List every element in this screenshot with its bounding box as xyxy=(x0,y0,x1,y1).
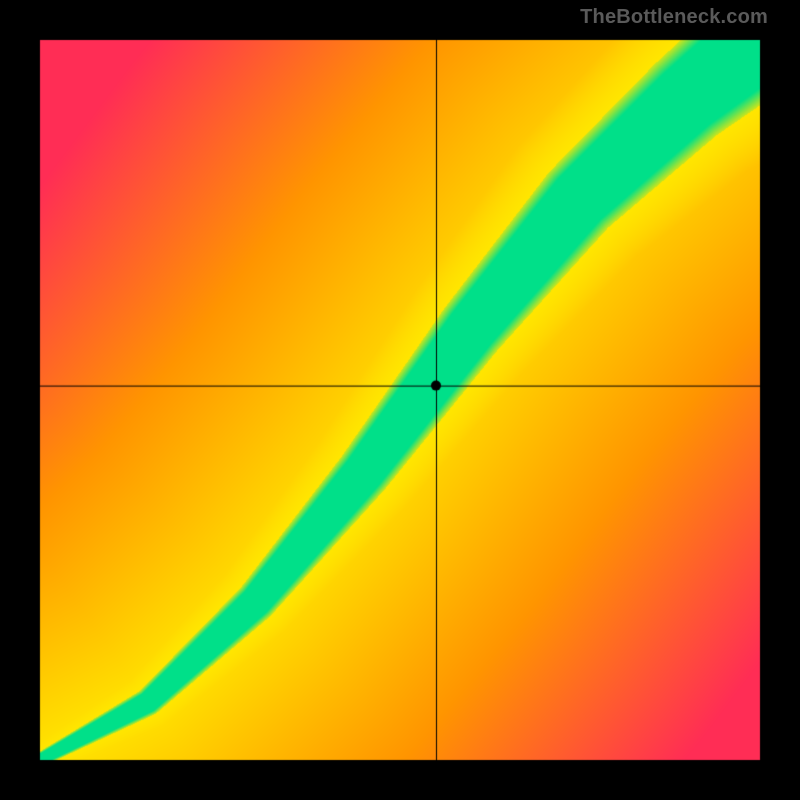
chart-container: { "watermark": { "text": "TheBottleneck.… xyxy=(0,0,800,800)
watermark-text: TheBottleneck.com xyxy=(580,6,768,29)
bottleneck-heatmap xyxy=(0,0,800,800)
